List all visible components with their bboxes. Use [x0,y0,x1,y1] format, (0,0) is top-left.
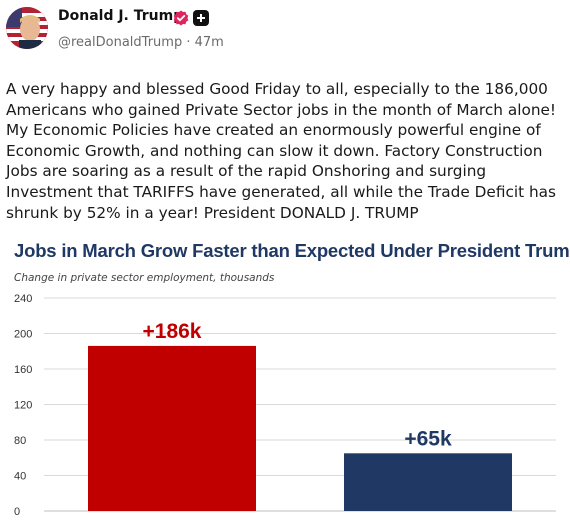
bar-chart: 0 40 80 120 160 200 240 +186k +65k [14,293,556,518]
plus-badge-icon [193,10,209,26]
chart-title: Jobs in March Grow Faster than Expected … [14,240,570,261]
post-body: A very happy and blessed Good Friday to … [6,80,557,222]
y-tick-label: 200 [14,329,32,341]
y-tick-label: 240 [14,293,32,305]
y-tick-label: 0 [14,506,20,518]
y-tick-label: 80 [14,435,26,447]
verified-badge-icon [173,10,189,26]
avatar[interactable] [6,7,48,49]
chart-image: Jobs in March Grow Faster than Expected … [0,236,570,525]
meta-separator: · [186,35,191,50]
post-meta: @realDonaldTrump · 47m [58,35,224,50]
bar-data-label: +186k [143,320,202,343]
chart-subtitle: Change in private sector employment, tho… [14,272,275,284]
y-tick-label: 160 [14,364,32,376]
author-name[interactable]: Donald J. Trump [58,8,184,24]
y-tick-label: 40 [14,471,26,483]
bar [344,453,512,511]
timestamp[interactable]: 47m [194,35,224,50]
bar [88,345,256,511]
y-tick-label: 120 [14,400,32,412]
bar-data-label: +65k [404,427,452,450]
handle[interactable]: @realDonaldTrump [58,35,183,50]
